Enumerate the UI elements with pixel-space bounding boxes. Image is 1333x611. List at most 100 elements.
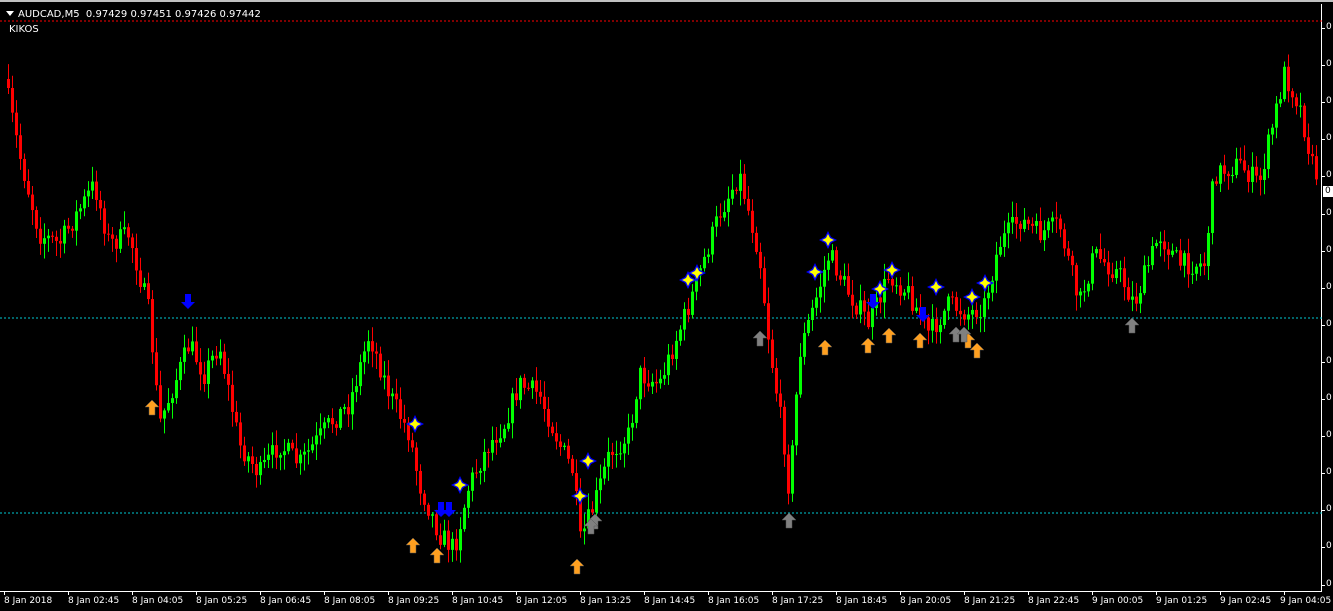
candle-body bbox=[403, 418, 406, 423]
signal-star-icon bbox=[409, 418, 421, 430]
candle-body bbox=[11, 88, 14, 113]
candle-body bbox=[903, 292, 906, 296]
time-label: 8 Jan 06:45 bbox=[260, 596, 312, 606]
candle-body bbox=[727, 198, 730, 213]
time-tick bbox=[1284, 591, 1285, 595]
candle-body bbox=[283, 451, 286, 456]
candle-body bbox=[831, 250, 834, 261]
candle-body bbox=[571, 458, 574, 474]
candle-body bbox=[843, 276, 846, 280]
candle-body bbox=[111, 234, 114, 239]
candle-body bbox=[1119, 268, 1122, 270]
candle-body bbox=[147, 283, 150, 300]
candle-body bbox=[543, 396, 546, 409]
candle-body bbox=[419, 470, 422, 494]
candle-body bbox=[219, 351, 222, 359]
candle-body bbox=[747, 198, 750, 211]
candle-body bbox=[483, 451, 486, 471]
signal-star-icon bbox=[874, 283, 886, 295]
candle-body bbox=[639, 367, 642, 400]
candle-body bbox=[1103, 259, 1106, 263]
candle-body bbox=[39, 228, 42, 244]
candle-body bbox=[359, 362, 362, 387]
candle-body bbox=[1219, 165, 1222, 184]
time-tick bbox=[644, 591, 645, 595]
price-tick bbox=[1322, 473, 1325, 475]
candle-body bbox=[143, 283, 146, 287]
candle-body bbox=[1159, 241, 1162, 244]
time-tick bbox=[580, 591, 581, 595]
candle-body bbox=[1315, 156, 1318, 180]
price-label: 0 bbox=[1326, 22, 1332, 32]
candle-body bbox=[59, 240, 62, 244]
candle-body bbox=[163, 410, 166, 419]
candle-body bbox=[447, 530, 450, 550]
price-chart[interactable] bbox=[0, 4, 1322, 592]
candle-body bbox=[519, 377, 522, 401]
candle-body bbox=[1003, 233, 1006, 247]
candle-body bbox=[55, 236, 58, 241]
candle-body bbox=[559, 441, 562, 447]
time-label: 8 Jan 18:45 bbox=[836, 596, 888, 606]
candle-body bbox=[1227, 173, 1230, 177]
candle-body bbox=[299, 454, 302, 464]
candle-body bbox=[1187, 253, 1190, 275]
candle-body bbox=[455, 538, 458, 551]
time-tick bbox=[68, 591, 69, 595]
price-label: 0 bbox=[1326, 318, 1332, 329]
candle-body bbox=[587, 509, 590, 529]
candle-body bbox=[379, 353, 382, 378]
candle-body bbox=[691, 291, 694, 315]
candle-body bbox=[711, 226, 714, 255]
candle-body bbox=[343, 407, 346, 409]
candle-body bbox=[1115, 269, 1118, 279]
price-tick bbox=[1322, 28, 1325, 29]
candle-body bbox=[627, 427, 630, 444]
candle-body bbox=[371, 341, 374, 352]
candle-body bbox=[891, 279, 894, 286]
collapse-triangle-icon[interactable] bbox=[6, 11, 14, 16]
candle-body bbox=[275, 445, 278, 458]
price-label: 0 bbox=[1326, 133, 1332, 144]
time-tick bbox=[1092, 591, 1093, 595]
candle-body bbox=[751, 210, 754, 233]
candle-body bbox=[835, 250, 838, 276]
candle-body bbox=[91, 181, 94, 191]
candle-body bbox=[659, 378, 662, 384]
chart-plot-area[interactable]: AUDCAD,M5 0.97429 0.97451 0.97426 0.9744… bbox=[0, 4, 1322, 592]
candle-body bbox=[383, 375, 386, 378]
price-label: 0 bbox=[1326, 281, 1332, 292]
candle-body bbox=[99, 199, 102, 209]
candle-body bbox=[771, 339, 774, 368]
candle-body bbox=[323, 422, 326, 429]
candle-body bbox=[599, 478, 602, 491]
candle-body bbox=[1063, 229, 1066, 249]
candle-body bbox=[899, 285, 902, 296]
candle-body bbox=[347, 407, 350, 415]
candle-body bbox=[879, 297, 882, 303]
candle-body bbox=[515, 393, 518, 401]
candle-body bbox=[1251, 166, 1254, 182]
time-tick bbox=[708, 591, 709, 595]
candle-body bbox=[859, 300, 862, 315]
candle-body bbox=[159, 385, 162, 419]
candle-body bbox=[655, 381, 658, 384]
candle-body bbox=[1167, 249, 1170, 255]
candle-body bbox=[703, 256, 706, 269]
price-tick bbox=[1322, 250, 1325, 252]
candle-body bbox=[399, 399, 402, 419]
price-label: 0 bbox=[1326, 467, 1332, 478]
time-label: 8 Jan 09:25 bbox=[388, 596, 440, 606]
candle-body bbox=[1279, 99, 1282, 104]
candle-body bbox=[267, 454, 270, 460]
time-label: 8 Jan 17:25 bbox=[772, 596, 824, 606]
candle-body bbox=[863, 300, 866, 312]
price-label: 0 bbox=[1326, 430, 1332, 441]
time-label: 8 Jan 16:05 bbox=[708, 596, 760, 606]
candle-body bbox=[983, 298, 986, 318]
time-label: 8 Jan 10:45 bbox=[452, 596, 504, 606]
candle-body bbox=[1275, 103, 1278, 128]
candle-body bbox=[71, 228, 74, 231]
candle-body bbox=[819, 286, 822, 298]
candle-body bbox=[871, 308, 874, 328]
